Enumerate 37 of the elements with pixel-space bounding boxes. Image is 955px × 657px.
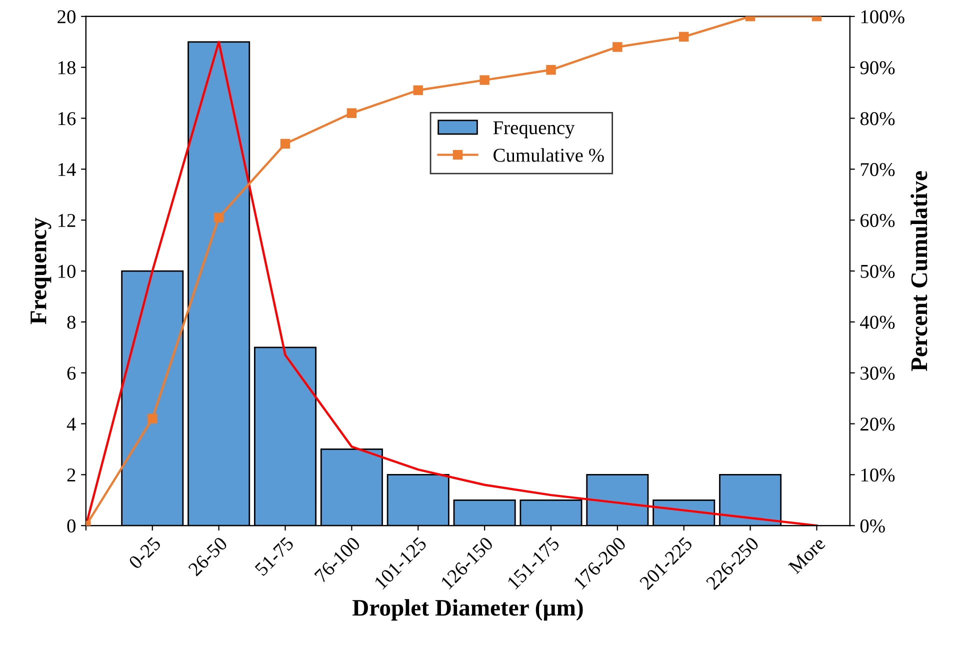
- point: [346, 108, 357, 118]
- point: [148, 414, 158, 424]
- y2-tick-label: 90%: [860, 61, 895, 74]
- y-tick-label: 18: [58, 61, 76, 74]
- y2-axis-title: Percent Cumulative: [910, 171, 928, 372]
- y-tick-label: 6: [67, 366, 76, 380]
- x-axis-title: Droplet Diameter (µm): [352, 599, 583, 621]
- y2-tick-label: 40%: [860, 316, 895, 329]
- y2-tick-label: 10%: [861, 468, 895, 482]
- x-tick-label: 0-25: [128, 536, 162, 570]
- y-tick-label: 16: [58, 112, 76, 126]
- y-tick-label: 4: [66, 418, 76, 431]
- y2-tick-label: 50%: [860, 264, 895, 278]
- y2-tick-label: 100%: [861, 10, 904, 24]
- y-tick-label: 14: [58, 163, 76, 176]
- y-tick-label: 8: [67, 316, 76, 329]
- y-tick-label: 20: [58, 10, 76, 24]
- point: [413, 85, 423, 96]
- y2-tick-label: 70%: [860, 162, 895, 176]
- y-tick-label: 10: [58, 264, 76, 278]
- point: [679, 32, 689, 42]
- point: [214, 212, 224, 222]
- y-tick-label: 0: [67, 519, 76, 533]
- legend-label: Cumulative %: [494, 148, 604, 162]
- y2-tick-label: 20%: [860, 418, 895, 431]
- y2-tick-label: 60%: [860, 214, 895, 228]
- y2-tick-label: 0%: [860, 519, 885, 533]
- point: [612, 42, 622, 52]
- point: [546, 65, 556, 75]
- point: [480, 75, 490, 85]
- legend-label: Frequency: [493, 121, 575, 138]
- point: [280, 138, 290, 149]
- y2-tick-label: 30%: [860, 366, 895, 380]
- y-tick-label: 2: [67, 468, 76, 482]
- y2-tick-label: 80%: [860, 112, 895, 126]
- y-axis-title: Frequency: [30, 218, 52, 324]
- y-tick-label: 12: [58, 214, 76, 227]
